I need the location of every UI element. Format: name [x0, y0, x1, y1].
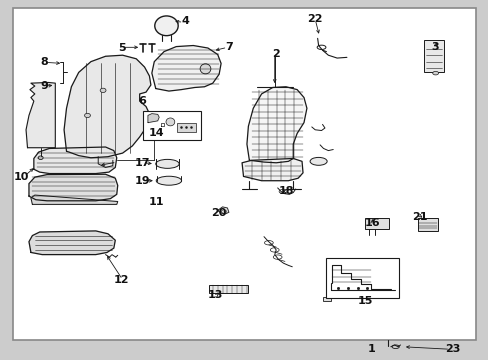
Bar [365, 218, 388, 229]
Polygon shape [217, 207, 228, 214]
Ellipse shape [309, 157, 326, 165]
Bar [143, 111, 200, 140]
Text: 12: 12 [114, 275, 129, 285]
Ellipse shape [155, 16, 178, 36]
Text: 23: 23 [445, 344, 460, 354]
Bar [322, 297, 330, 301]
Text: 9: 9 [41, 81, 48, 91]
Text: 15: 15 [357, 296, 372, 306]
Ellipse shape [156, 159, 179, 168]
Polygon shape [242, 158, 303, 181]
Text: 13: 13 [207, 291, 223, 301]
Ellipse shape [100, 88, 106, 93]
Text: 19: 19 [134, 176, 150, 186]
Text: 7: 7 [224, 42, 232, 52]
Ellipse shape [200, 64, 210, 74]
Text: 6: 6 [138, 96, 146, 106]
Bar [423, 40, 444, 72]
Text: 3: 3 [430, 42, 438, 51]
Polygon shape [29, 174, 118, 201]
Text: 5: 5 [118, 43, 125, 53]
Text: 18: 18 [278, 186, 294, 197]
Text: 10: 10 [14, 172, 29, 182]
Polygon shape [246, 87, 306, 163]
Polygon shape [29, 231, 115, 255]
Polygon shape [152, 45, 221, 91]
Text: 1: 1 [366, 344, 374, 354]
Text: 2: 2 [271, 49, 279, 59]
Text: 4: 4 [181, 17, 188, 27]
Text: 14: 14 [149, 129, 164, 138]
Bar [177, 123, 195, 132]
Bar [417, 219, 437, 231]
Bar [326, 258, 398, 298]
Text: 11: 11 [149, 197, 164, 207]
Ellipse shape [165, 118, 174, 126]
Polygon shape [34, 147, 117, 174]
Ellipse shape [84, 113, 90, 118]
Polygon shape [31, 195, 118, 204]
Polygon shape [64, 55, 151, 158]
Text: 8: 8 [41, 57, 48, 67]
Bar [209, 285, 248, 293]
Ellipse shape [156, 176, 181, 185]
Text: 20: 20 [211, 208, 226, 218]
Polygon shape [148, 114, 159, 123]
Text: 17: 17 [134, 158, 149, 168]
Text: 16: 16 [364, 218, 379, 228]
Text: 21: 21 [411, 212, 427, 221]
Polygon shape [26, 82, 55, 148]
Ellipse shape [432, 71, 438, 75]
Text: 22: 22 [306, 14, 322, 24]
